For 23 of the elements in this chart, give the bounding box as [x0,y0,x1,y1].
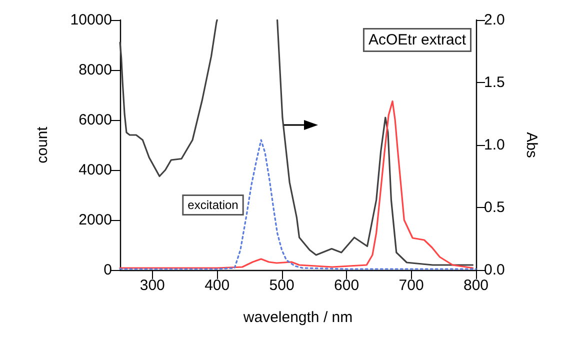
x-tick-label: 800 [463,277,489,294]
y2-tick-label: 0.5 [484,199,505,216]
y-tick-label: 0 [104,262,112,278]
y2-tick-label: 0.0 [484,262,505,278]
y2-tick-label: 1.5 [484,74,505,91]
y2-axis-title: Abs [523,132,540,158]
x-tick-label: 600 [334,277,360,294]
y-axis-title: count [34,126,51,164]
y-tick-label: 8000 [78,62,112,78]
y2-tick-label: 2.0 [484,12,505,28]
annotation: AcOEtr extract [368,32,467,48]
x-tick-label: 400 [204,277,230,294]
y-tick-label: 6000 [78,112,112,128]
line-series [119,100,474,269]
y-tick-label: 2000 [78,212,112,228]
x-tick-label: 500 [269,277,294,294]
y2-tick-label: 1.0 [484,136,505,154]
x-tick-label: 700 [398,277,424,294]
annotation: excitation [188,198,238,212]
y-tick-label: 10000 [70,12,112,28]
x-tick-label: 300 [140,277,165,294]
x-axis-title: wavelength / nm [242,309,353,326]
y-tick-label: 4000 [78,162,112,178]
